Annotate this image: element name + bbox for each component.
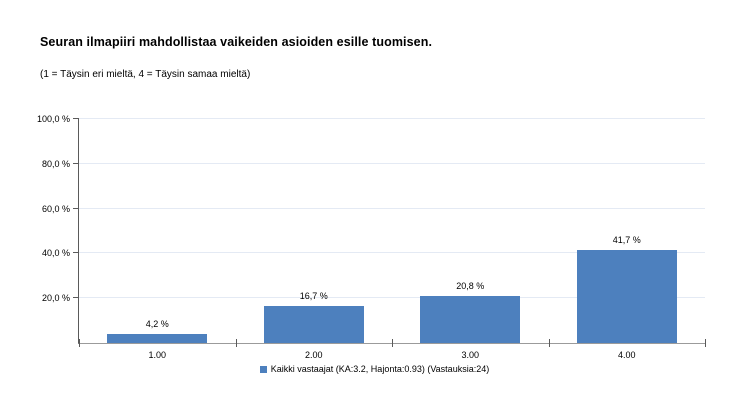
bar-value-label: 16,7 %	[299, 290, 328, 301]
bar	[576, 249, 677, 343]
x-axis-tick	[235, 339, 237, 347]
bar-value-label: 41,7 %	[612, 234, 641, 245]
x-axis-tick-label: 2.00	[304, 350, 323, 360]
x-axis-tick-label: 3.00	[461, 350, 480, 360]
chart-scale-note: (1 = Täysin eri mieltä, 4 = Täysin samaa…	[40, 69, 251, 80]
bar	[420, 296, 521, 343]
bar-value-label: 4,2 %	[145, 318, 169, 329]
x-axis-tick	[392, 339, 393, 347]
plot-area: 20,0 % 40,0 % 60,0 % 80,0 % 100,0 % 4,2 % 1.00…	[37, 114, 706, 360]
gridline	[79, 118, 705, 119]
y-axis-tick-label: 20,0 %	[41, 293, 70, 304]
x-axis-tick	[548, 339, 550, 347]
bar-value-label: 20,8 %	[456, 281, 485, 292]
gridline	[79, 162, 705, 164]
x-axis-tick-label: 1.00	[148, 350, 167, 360]
y-axis-tick-label: 40,0 %	[41, 248, 70, 259]
x-axis-tick	[79, 339, 80, 347]
y-axis-tick	[73, 118, 79, 119]
y-axis-tick	[73, 297, 79, 299]
bar	[107, 333, 208, 343]
legend: Kaikki vastaajat (KA:3.2, Hajonta:0.93) …	[0, 364, 749, 374]
x-axis-tick	[705, 339, 706, 347]
legend-label: Kaikki vastaajat (KA:3.2, Hajonta:0.93) …	[270, 364, 490, 374]
gridline	[79, 297, 705, 299]
x-axis-tick-label: 4.00	[617, 350, 636, 360]
gridline	[79, 207, 705, 209]
y-axis-tick-label: 100,0 %	[36, 114, 70, 124]
y-axis-tick-label: 80,0 %	[41, 158, 70, 169]
legend-marker-icon	[259, 365, 267, 373]
chart-title: Seuran ilmapiiri mahdollistaa vaikeiden …	[40, 35, 433, 49]
y-axis-tick-label: 60,0 %	[41, 203, 70, 214]
gridline	[79, 252, 705, 254]
bar	[263, 305, 364, 343]
y-axis-tick	[73, 207, 79, 209]
y-axis-tick	[73, 252, 79, 254]
y-axis-tick	[73, 162, 79, 164]
